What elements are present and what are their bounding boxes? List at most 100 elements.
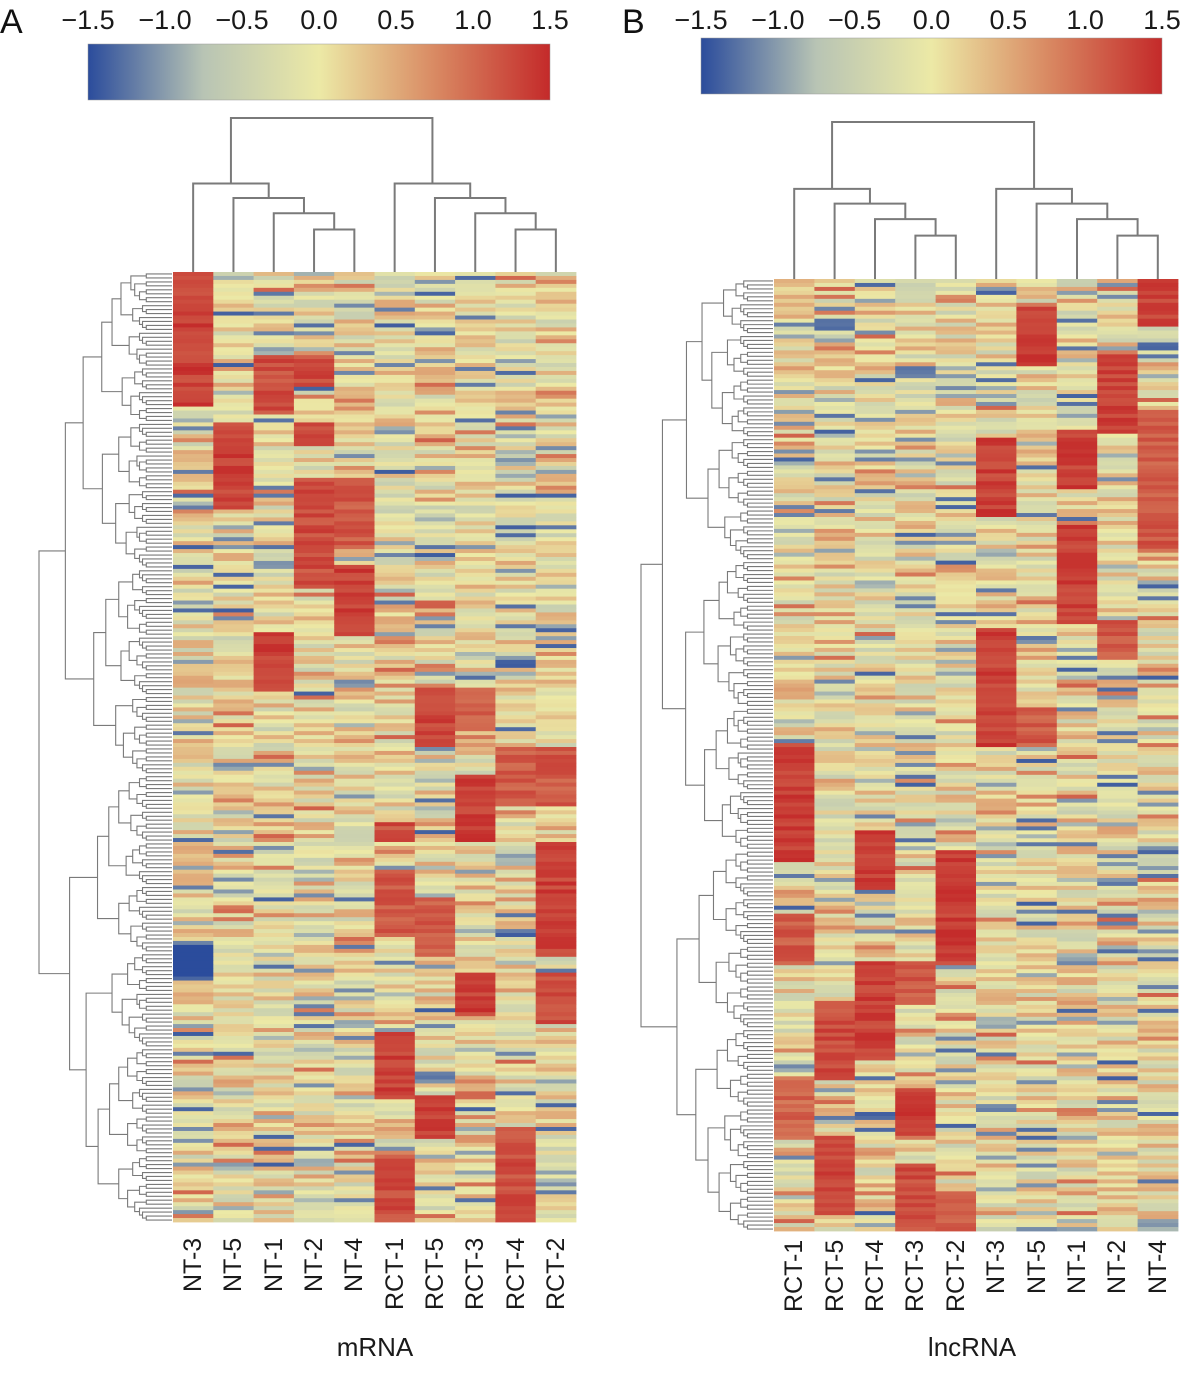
- heatmap-cell: [495, 743, 537, 748]
- heatmap-cell: [414, 1142, 456, 1148]
- heatmap-cell: [854, 889, 896, 895]
- heatmap-cell: [495, 505, 537, 510]
- heatmap-cell: [213, 758, 254, 764]
- heatmap-cell: [1137, 941, 1179, 946]
- heatmap-cell: [1137, 306, 1179, 312]
- heatmap-cell: [895, 659, 936, 665]
- heatmap-cell: [814, 302, 856, 308]
- heatmap-cell: [173, 1202, 214, 1207]
- heatmap-cell: [253, 933, 295, 938]
- heatmap-cell: [293, 933, 335, 938]
- heatmap-cell: [293, 414, 335, 419]
- heatmap-cell: [495, 624, 537, 629]
- heatmap-cell: [293, 438, 335, 443]
- heatmap-cell: [1137, 651, 1179, 657]
- heatmap-cell: [334, 323, 375, 328]
- heatmap-cell: [1056, 933, 1098, 938]
- heatmap-cell: [814, 639, 856, 645]
- heatmap-cell: [455, 410, 496, 415]
- heatmap-cell: [293, 996, 335, 1001]
- heatmap-cell: [455, 414, 496, 419]
- heatmap-cell: [414, 323, 456, 328]
- heatmap-cell: [976, 1000, 1017, 1006]
- heatmap-cell: [455, 727, 496, 732]
- heatmap-cell: [935, 667, 977, 673]
- heatmap-cell: [895, 457, 936, 462]
- heatmap-cell: [455, 1158, 496, 1164]
- heatmap-cell: [1056, 477, 1098, 482]
- heatmap-cell: [1097, 1052, 1138, 1057]
- heatmap-cell: [1137, 703, 1179, 708]
- heatmap-cell: [213, 917, 254, 922]
- heatmap-cell: [213, 1032, 254, 1037]
- heatmap-cell: [1137, 1056, 1179, 1061]
- heatmap-cell: [414, 311, 456, 316]
- heatmap-cell: [1056, 497, 1098, 502]
- heatmap-cell: [535, 632, 577, 637]
- heatmap-cell: [1137, 1223, 1179, 1228]
- heatmap-cell: [293, 1178, 335, 1183]
- heatmap-cell: [1137, 608, 1179, 613]
- heatmap-cell: [976, 624, 1017, 629]
- heatmap-cell: [895, 731, 936, 736]
- heatmap-cell: [1056, 584, 1098, 589]
- heatmap-cell: [253, 826, 295, 831]
- heatmap-cell: [414, 410, 456, 415]
- heatmap-cell: [1016, 731, 1058, 736]
- heatmap-cell: [334, 905, 375, 910]
- heatmap-cell: [293, 335, 335, 340]
- heatmap-cell: [334, 481, 375, 487]
- heatmap-cell: [976, 1215, 1017, 1220]
- heatmap-cell: [895, 758, 936, 764]
- heatmap-cell: [935, 457, 977, 462]
- heatmap-cell: [293, 537, 335, 542]
- heatmap-cell: [935, 794, 977, 800]
- heatmap-cell: [414, 1150, 456, 1156]
- heatmap-cell: [774, 965, 815, 970]
- heatmap-cell: [334, 913, 375, 918]
- heatmap-cell: [814, 1191, 856, 1196]
- heatmap-cell: [774, 739, 815, 744]
- heatmap-cell: [895, 925, 936, 930]
- heatmap-cell: [1056, 390, 1098, 395]
- heatmap-cell: [1097, 806, 1138, 811]
- heatmap-cell: [774, 1092, 815, 1097]
- heatmap-cell: [495, 592, 537, 597]
- heatmap-cell: [814, 524, 856, 530]
- heatmap-cell: [495, 1091, 537, 1096]
- heatmap-cell: [455, 889, 496, 894]
- heatmap-cell: [895, 548, 936, 554]
- heatmap-cell: [854, 921, 896, 926]
- heatmap-cell: [1137, 1123, 1179, 1129]
- heatmap-cell: [895, 850, 936, 855]
- heatmap-cell: [495, 719, 537, 724]
- heatmap-cell: [495, 283, 537, 289]
- heatmap-cell: [935, 659, 977, 665]
- heatmap-cell: [535, 549, 577, 554]
- heatmap-cell: [774, 1179, 815, 1184]
- heatmap-cell: [1137, 862, 1179, 867]
- heatmap-cell: [374, 1020, 416, 1025]
- heatmap-cell: [414, 1119, 456, 1124]
- heatmap-cell: [253, 410, 295, 415]
- heatmap-cell: [495, 869, 537, 875]
- heatmap-cell: [374, 933, 416, 938]
- heatmap-cell: [814, 659, 856, 665]
- heatmap-cell: [1137, 600, 1179, 605]
- heatmap-cell: [334, 972, 375, 977]
- heatmap-cell: [1097, 449, 1138, 454]
- heatmap-cell: [173, 505, 214, 510]
- heatmap-cell: [414, 477, 456, 483]
- heatmap-cell: [213, 972, 254, 977]
- heatmap-cell: [814, 766, 856, 772]
- heatmap-cell: [455, 572, 496, 578]
- heatmap-cell: [334, 838, 375, 843]
- heatmap-cell: [173, 307, 214, 312]
- heatmap-cell: [854, 762, 896, 768]
- heatmap-cell: [774, 921, 815, 926]
- heatmap-cell: [814, 469, 856, 474]
- heatmap-cell: [1016, 877, 1058, 883]
- heatmap-cell: [1016, 818, 1058, 823]
- heatmap-cell: [1056, 647, 1098, 653]
- heatmap-cell: [455, 1012, 496, 1017]
